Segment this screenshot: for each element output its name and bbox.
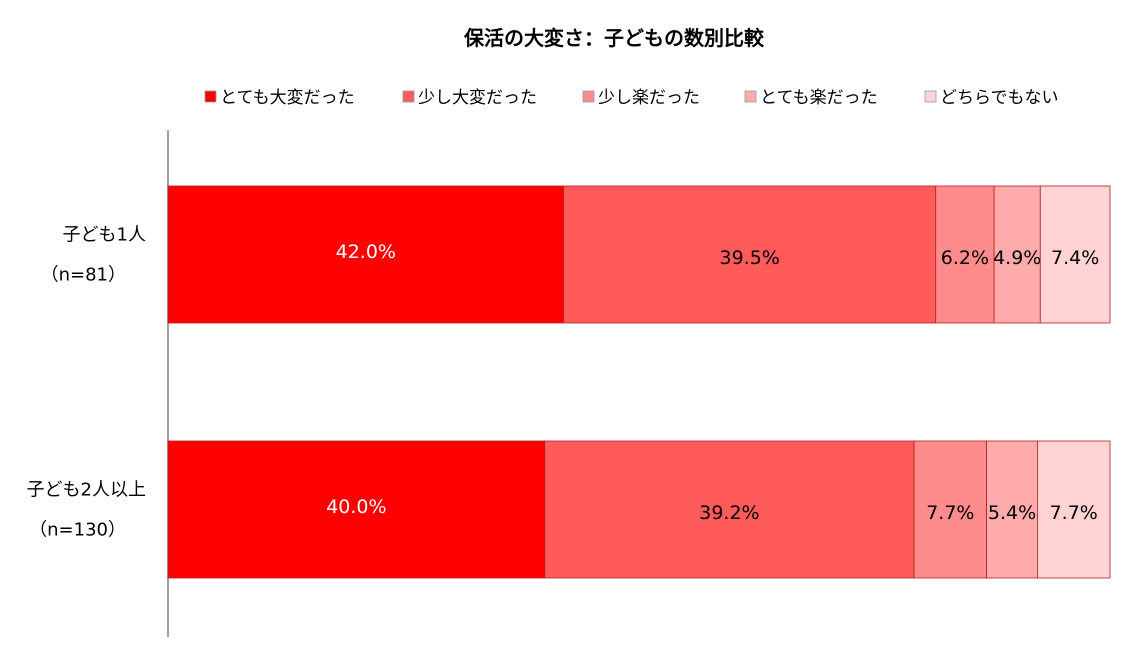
- bar-segment: [167, 185, 565, 324]
- data-label: 42.0%: [336, 241, 396, 263]
- legend-swatch: [582, 90, 595, 103]
- bar-segment: [544, 440, 915, 579]
- category-sample-size: （n=130）: [29, 520, 126, 541]
- bar-segment: [1039, 185, 1111, 324]
- bar-segment: [935, 185, 995, 324]
- bars-group: 42.0% 39.5% 6.2% 4.9% 7.4% 40.0% 39.2% 7.7% 5.4%…: [167, 185, 1111, 579]
- legend-item: とても楽だった: [744, 88, 878, 108]
- legend-swatch: [204, 90, 217, 103]
- data-label: 39.5%: [720, 247, 780, 269]
- chart-title: 保活の大変さ：子どもの数別比較: [463, 26, 765, 50]
- legend-label: とても大変だった: [220, 88, 355, 108]
- legend-label: とても楽だった: [760, 88, 878, 108]
- data-label: 7.4%: [1051, 247, 1099, 269]
- data-label: 39.2%: [699, 502, 759, 524]
- data-label: 40.0%: [326, 496, 386, 518]
- category-labels: 子ども1人 （n=81） 子ども2人以上 （n=130）: [27, 225, 146, 541]
- bar-segment: [167, 440, 546, 579]
- legend-label: 少し大変だった: [418, 88, 537, 108]
- data-label: 7.7%: [926, 502, 974, 524]
- legend-item: どちらでもない: [924, 88, 1059, 108]
- data-label: 4.9%: [993, 247, 1041, 269]
- legend-item: 少し楽だった: [582, 88, 700, 108]
- bar-segment: [563, 185, 937, 324]
- category-sample-size: （n=81）: [41, 265, 126, 286]
- bar-segment: [986, 440, 1038, 579]
- legend-item: 少し大変だった: [402, 88, 537, 108]
- legend-swatch: [924, 90, 937, 103]
- category-label: 子ども1人: [63, 225, 146, 246]
- bar-segment: [913, 440, 987, 579]
- data-label: 7.7%: [1050, 502, 1098, 524]
- legend-item: とても大変だった: [204, 88, 355, 108]
- chart-legend: とても大変だった 少し大変だった 少し楽だった とても楽だった どちらでもない: [204, 88, 1059, 108]
- bar-segment: [1037, 440, 1111, 579]
- legend-label: どちらでもない: [940, 88, 1059, 108]
- data-label: 5.4%: [988, 502, 1036, 524]
- category-label: 子ども2人以上: [27, 480, 146, 501]
- legend-label: 少し楽だった: [598, 88, 700, 108]
- legend-swatch: [402, 90, 415, 103]
- data-label: 6.2%: [941, 247, 989, 269]
- legend-swatch: [744, 90, 757, 103]
